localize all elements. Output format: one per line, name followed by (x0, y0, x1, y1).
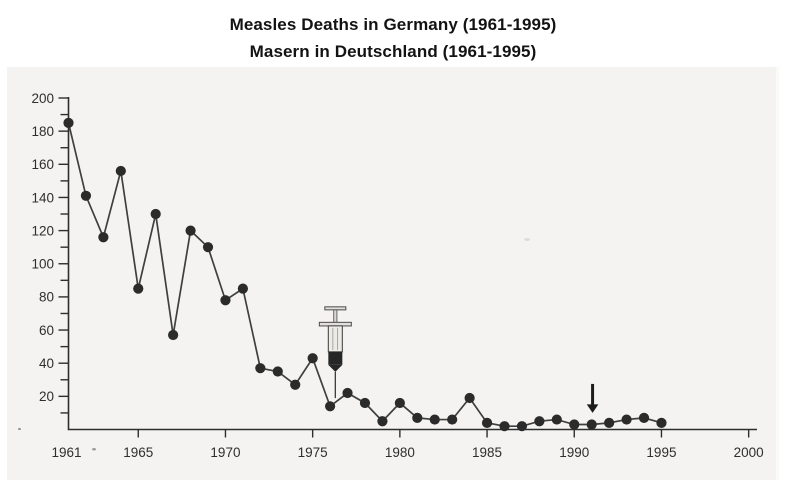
data-point (150, 208, 161, 220)
data-point (412, 412, 423, 423)
data-point (621, 414, 632, 425)
y-axis-tick-label: 200 (31, 91, 54, 106)
data-point (272, 366, 283, 377)
data-point (307, 353, 318, 364)
data-point (569, 419, 580, 430)
data-point (325, 401, 336, 412)
down-arrow (586, 383, 599, 413)
data-point (185, 225, 196, 236)
data-point (255, 363, 266, 374)
scan-artifact-speck (92, 448, 96, 451)
x-axis-tick-label: 1990 (559, 445, 589, 460)
scan-artifact-speck (524, 238, 530, 241)
data-points (63, 117, 667, 432)
y-axis-tick-label: 140 (31, 190, 54, 205)
x-axis-tick-label: 1980 (385, 445, 415, 460)
data-point (237, 283, 248, 294)
x-axis-origin-label: 1961 (51, 445, 81, 460)
x-axis-tick-label: 1970 (210, 445, 240, 460)
data-point (168, 329, 179, 341)
x-axis-tick-label: 1975 (298, 445, 328, 460)
data-point (80, 190, 92, 201)
x-axis-tick-label: 2000 (734, 445, 764, 460)
data-point (516, 421, 528, 432)
axes: 20 40 60 80 100 120 140 160 180 200 1965 1970 1975 19… (31, 91, 763, 460)
data-point (604, 417, 615, 428)
chart-title-english: Measles Deaths in Germany (1961-1995) (229, 15, 557, 34)
data-point (220, 295, 231, 306)
data-point (499, 421, 510, 432)
y-axis-tick-label: 100 (31, 257, 54, 272)
data-point (98, 232, 109, 243)
y-axis-tick-label: 20 (39, 389, 54, 404)
data-point (359, 397, 371, 409)
data-point (464, 392, 475, 404)
data-point (202, 242, 214, 253)
data-point (481, 417, 493, 428)
data-point (115, 165, 126, 177)
y-axis-tick-label: 60 (39, 323, 54, 338)
data-point (429, 414, 440, 425)
data-point (377, 416, 388, 427)
data-point (342, 387, 353, 399)
y-axis-tick-label: 120 (31, 223, 54, 238)
data-point (394, 397, 405, 409)
data-point (586, 419, 597, 430)
data-point (551, 414, 562, 425)
x-axis-tick-label: 1985 (472, 445, 502, 460)
data-line (67, 122, 662, 428)
scan-page-edge (776, 67, 779, 480)
data-point (290, 379, 301, 390)
x-axis-tick-label: 1995 (646, 445, 676, 460)
syringe-icon (318, 306, 352, 399)
data-point (656, 417, 667, 428)
y-axis-tick-label: 40 (39, 356, 54, 371)
data-point (638, 412, 650, 423)
y-axis-tick-label: 160 (31, 157, 54, 172)
data-point (133, 283, 144, 294)
y-axis-tick-label: 180 (31, 124, 54, 139)
data-point (447, 414, 458, 425)
chart-title-german: Masern in Deutschland (1961-1995) (249, 42, 537, 61)
x-axis-tick-label: 1965 (123, 445, 153, 460)
y-axis-tick-label: 80 (39, 290, 54, 305)
scan-artifacts (18, 238, 530, 451)
scan-artifact-speck (18, 428, 21, 430)
chart-header: Measles Deaths in Germany (1961-1995) Ma… (0, 11, 786, 65)
data-point (63, 117, 74, 128)
data-point (534, 416, 545, 427)
